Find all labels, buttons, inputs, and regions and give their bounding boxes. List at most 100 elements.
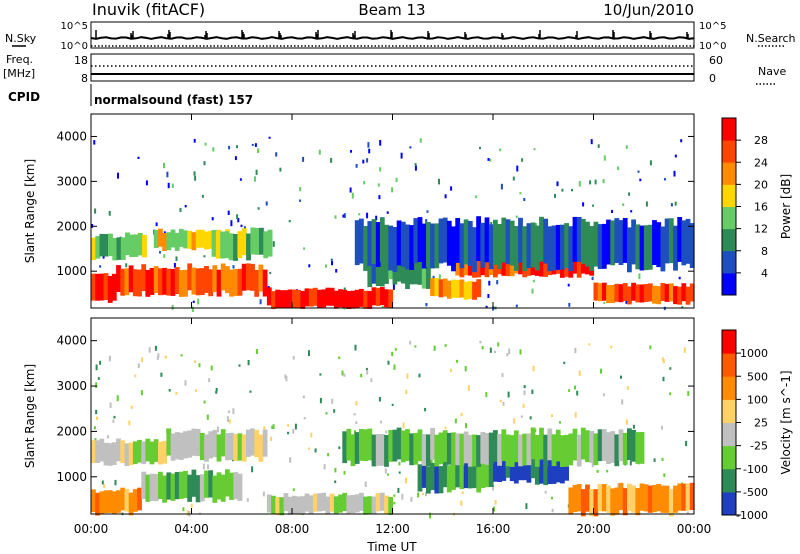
echo-band-cell [111, 442, 117, 465]
echo-band-cell [434, 223, 440, 269]
echo-band-cell [245, 429, 251, 457]
echo-band-cell [149, 473, 155, 501]
echo-band-cell [639, 432, 645, 464]
echo-cell [516, 165, 519, 172]
echo-band-cell [618, 429, 624, 462]
colorbar-swatch [722, 468, 736, 493]
echo-cell [500, 183, 503, 190]
echo-band-cell [178, 228, 184, 247]
echo-band-cell [572, 255, 578, 274]
echo-cell [333, 409, 336, 413]
echo-band-cell [568, 226, 574, 272]
echo-cell [163, 254, 166, 258]
echo-band-cell [191, 267, 197, 295]
echo-cell [602, 178, 605, 184]
echo-band-cell [342, 431, 348, 464]
echo-band-cell [610, 431, 616, 463]
echo-band-cell [585, 430, 590, 463]
echo-band-cell [379, 492, 385, 511]
echo-band-cell [250, 428, 255, 456]
echo-cell [156, 356, 159, 360]
echo-band-cell [384, 495, 389, 514]
echo-band-cell [593, 282, 599, 301]
echo-band-cell [225, 266, 230, 294]
echo-band-cell [187, 474, 193, 502]
echo-band-cell [635, 432, 641, 464]
colorbar-tick-label: -500 [743, 486, 768, 499]
echo-cell [393, 364, 396, 370]
echo-band-cell [635, 284, 641, 303]
nave-tick-top: 60 [709, 54, 723, 67]
echo-band-cell [618, 482, 624, 511]
echo-band-cell [576, 217, 582, 262]
echo-cell [299, 199, 302, 202]
echo-band-cell [178, 432, 184, 460]
colorbar-swatch [722, 184, 736, 207]
echo-band [354, 216, 695, 273]
echo-cell [167, 182, 170, 189]
echo-band-cell [434, 434, 440, 467]
echo-cell [268, 136, 271, 139]
x-tick-label: 20:00 [576, 522, 611, 536]
echo-cell [520, 415, 523, 418]
echo-cell [625, 145, 628, 149]
echo-band-cell [677, 286, 683, 305]
echo-cell [398, 471, 401, 474]
echo-band-cell [342, 289, 348, 308]
echo-band-cell [145, 438, 151, 462]
echo-band-cell [124, 443, 130, 466]
echo-band-cell [476, 435, 481, 467]
echo-band-cell [233, 234, 238, 261]
echo-band-cell [652, 485, 657, 513]
echo-band-cell [275, 289, 281, 308]
echo-band-cell [153, 266, 159, 293]
echo-band-cell [300, 290, 306, 309]
echo-cell [674, 201, 677, 206]
echo-band-cell [480, 222, 486, 268]
echo-band-cell [539, 216, 544, 262]
echo-band-cell [446, 465, 452, 493]
echo-cell [211, 217, 214, 221]
echo-band-cell [472, 434, 477, 467]
echo-band-cell [187, 430, 193, 458]
echo-cell [394, 348, 397, 351]
echo-band-cell [647, 485, 653, 513]
echo-cell [204, 142, 207, 146]
echo-band-cell [610, 220, 616, 266]
echo-cell [190, 503, 193, 508]
echo-cell [208, 378, 211, 383]
echo-cell [308, 350, 310, 357]
echo-cell [661, 425, 663, 430]
echo-band-cell [560, 435, 565, 467]
echo-band-cell [572, 216, 578, 262]
echo-cell [387, 473, 389, 476]
echo-band-cell [287, 496, 293, 515]
echo-band-cell [225, 433, 230, 461]
echo-band-cell [359, 218, 364, 264]
echo-band-cell [551, 434, 557, 467]
echo-band-cell [631, 429, 636, 462]
echo-band-cell [174, 472, 180, 500]
echo-cell [622, 203, 625, 206]
echo-band-cell [610, 488, 616, 516]
echo-cell [323, 464, 326, 470]
echo-cell [378, 397, 381, 402]
colorbar-swatch [722, 399, 736, 423]
echo-cell [492, 306, 495, 311]
echo-cell [302, 395, 305, 399]
echo-band-cell [317, 289, 322, 308]
echo-cell [193, 171, 196, 176]
echo-cell [343, 213, 346, 218]
echo-cell [489, 347, 492, 353]
echo-cell [425, 219, 428, 225]
echo-cell [381, 305, 384, 309]
echo-cell [465, 423, 467, 429]
echo-cell [230, 220, 233, 227]
echo-cell [338, 356, 341, 360]
echo-band-cell [212, 265, 218, 293]
echo-cell [544, 490, 547, 494]
echo-cell [521, 158, 524, 162]
echo-band-cell [564, 223, 569, 268]
echo-band-cell [233, 472, 239, 500]
echo-band-cell [430, 278, 435, 297]
